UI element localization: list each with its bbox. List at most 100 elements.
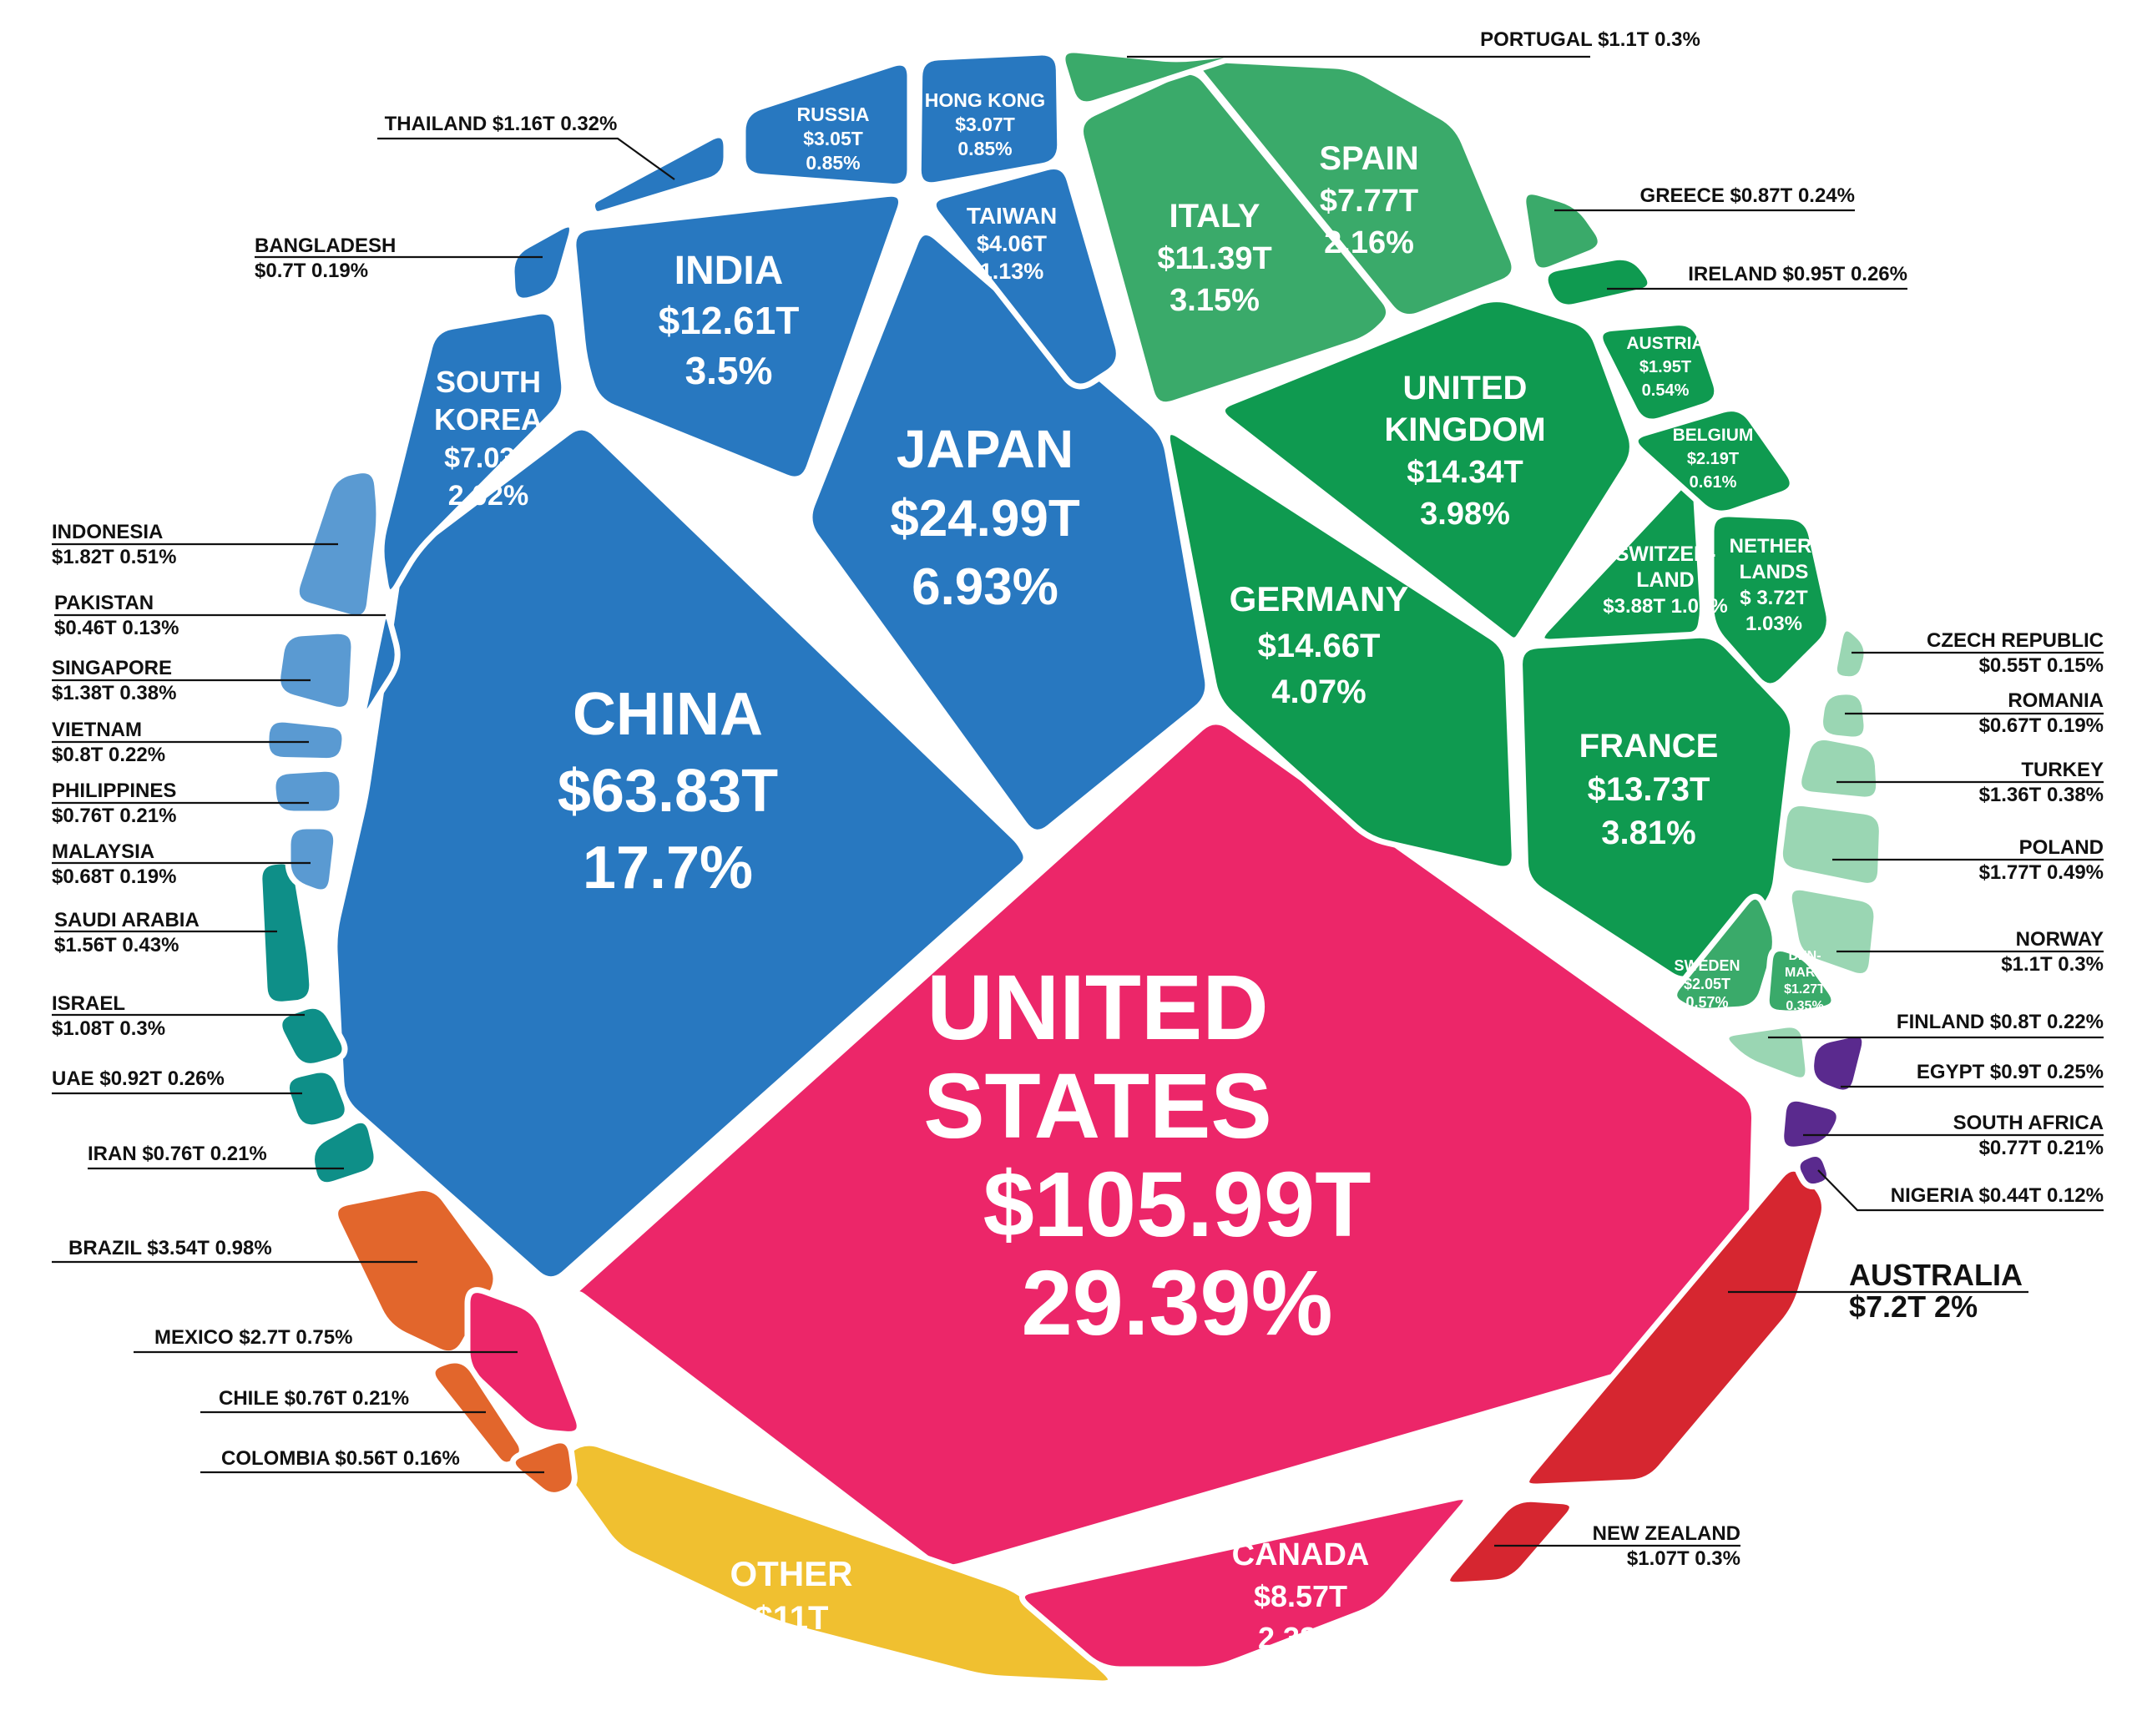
label-name-sweden: SWEDEN: [1674, 957, 1740, 974]
label-value-russia: $3.05T: [803, 128, 863, 149]
callout-south-africa: SOUTH AFRICA $0.77T 0.21%: [1953, 1112, 2104, 1159]
label-share-taiwan: 1.13%: [980, 259, 1044, 284]
callout-value-malaysia: $0.68T 0.19%: [52, 865, 176, 888]
callout-brazil: BRAZIL $3.54T 0.98%: [68, 1237, 272, 1259]
callout-uae: UAE $0.92T 0.26%: [52, 1067, 225, 1090]
callout-bangladesh: BANGLADESH $0.7T 0.19%: [255, 235, 396, 282]
cell-sweden: [1671, 893, 1778, 1014]
label-value-china: $63.83T: [558, 758, 778, 825]
labels-layer: UNITEDSTATES$105.99T29.39%CHINA$63.83T17…: [52, 28, 2104, 1680]
cell-turkey: [1796, 734, 1882, 803]
callout-name-norway: NORWAY: [2016, 928, 2104, 951]
callout-text-finland: FINLAND $0.8T 0.22%: [1897, 1011, 2104, 1033]
label-russia: RUSSIA $3.05T 0.85%: [797, 103, 870, 174]
label-share-netherlands: 1.03%: [1745, 613, 1802, 635]
label-share-belgium: 0.61%: [1690, 473, 1737, 492]
callout-indonesia: INDONESIA $1.82T 0.51%: [52, 521, 176, 568]
label-china: CHINA $63.83T 17.7%: [558, 681, 778, 901]
label-share-other: 3.04%: [744, 1643, 838, 1680]
callout-name-vietnam: VIETNAM: [52, 719, 142, 741]
cell-portugal: [1059, 47, 1246, 108]
label-japan: JAPAN $24.99T 6.93%: [890, 419, 1080, 616]
callout-text-chile: CHILE $0.76T 0.21%: [219, 1387, 409, 1410]
label-share-united-kingdom: 3.98%: [1420, 497, 1510, 532]
callout-thailand: THAILAND $1.16T 0.32%: [385, 113, 618, 135]
cell-south-africa: [1778, 1095, 1842, 1153]
label-name-taiwan: TAIWAN: [967, 203, 1057, 229]
callout-vietnam: VIETNAM $0.8T 0.22%: [52, 719, 165, 766]
callout-name-saudi-arabia: SAUDI ARABIA: [54, 909, 200, 931]
label-sweden: SWEDEN $2.05T 0.57%: [1674, 957, 1740, 1011]
callout-nigeria: NIGERIA $0.44T 0.12%: [1891, 1184, 2104, 1207]
callout-name-pakistan: PAKISTAN: [54, 592, 154, 614]
label-name-united-kingdom: UNITED: [1403, 370, 1528, 406]
callout-egypt: EGYPT $0.9T 0.25%: [1917, 1061, 2104, 1083]
label-hong-kong: HONG KONG $3.07T 0.85%: [925, 89, 1045, 159]
cell-canada: [1019, 1494, 1469, 1673]
cell-greece: [1520, 189, 1604, 274]
cell-russia: [740, 59, 913, 189]
callout-value-indonesia: $1.82T 0.51%: [52, 546, 176, 568]
label-name-netherlands: LANDS: [1740, 561, 1809, 583]
cell-switzerland: [1538, 476, 1705, 645]
callout-name-turkey: TURKEY: [2021, 759, 2104, 781]
callout-norway: NORWAY$1.1T 0.3%: [2001, 928, 2104, 976]
callout-value-philippines: $0.76T 0.21%: [52, 805, 176, 827]
label-value-other: $11T: [755, 1600, 829, 1637]
label-germany: GERMANY $14.66T 4.07%: [1230, 579, 1409, 710]
label-name-switzerland: SWITZER-: [1615, 542, 1716, 566]
callout-saudi-arabia: SAUDI ARABIA $1.56T 0.43%: [54, 909, 200, 956]
callout-value-israel: $1.08T 0.3%: [52, 1017, 165, 1040]
cell-japan: [806, 230, 1211, 835]
callout-name-israel: ISRAEL: [52, 992, 125, 1015]
label-name-other: OTHER: [730, 1554, 853, 1593]
callout-colombia: COLOMBIA $0.56T 0.16%: [221, 1447, 460, 1470]
callout-value-czech-republic: $0.55T 0.15%: [1979, 654, 2104, 677]
cell-finland: [1723, 1022, 1811, 1083]
label-name-hong-kong: HONG KONG: [925, 89, 1045, 111]
callout-pakistan: PAKISTAN $0.46T 0.13%: [54, 592, 179, 639]
callout-text-portugal: PORTUGAL $1.1T 0.3%: [1480, 28, 1700, 51]
callout-name-south-africa: SOUTH AFRICA: [1953, 1112, 2104, 1134]
cell-saudi-arabia: [256, 858, 316, 1007]
cell-taiwan: [930, 164, 1122, 390]
label-name-netherlands: NETHER-: [1730, 535, 1819, 558]
label-france: FRANCE $13.73T 3.81%: [1579, 728, 1719, 851]
callout-greece: GREECE $0.87T 0.24%: [1640, 184, 1855, 207]
callout-text-greece: GREECE $0.87T 0.24%: [1640, 184, 1855, 207]
label-share-sweden: 0.57%: [1685, 994, 1728, 1011]
callout-text-iran: IRAN $0.76T 0.21%: [88, 1143, 267, 1165]
label-value-south-korea: $7.03T: [444, 442, 533, 474]
label-united-kingdom: UNITED KINGDOM $14.34T 3.98%: [1384, 370, 1545, 532]
callout-romania: ROMANIA$0.67T 0.19%: [1979, 689, 2104, 737]
callout-name-poland: POLAND: [2019, 836, 2104, 859]
callout-text-colombia: COLOMBIA $0.56T 0.16%: [221, 1447, 460, 1470]
cell-thailand: [589, 132, 730, 217]
cell-colombia: [509, 1437, 578, 1498]
cell-vietnam: [263, 716, 348, 765]
label-value-united-states: $105.99T: [983, 1153, 1372, 1256]
cell-pakistan: [360, 611, 401, 719]
label-name-austria: AUSTRIA: [1626, 334, 1704, 353]
label-canada: CANADA $8.57T 2.38%: [1232, 1537, 1370, 1655]
callout-finland: FINLAND $0.8T 0.22%: [1897, 1011, 2104, 1033]
callout-czech-republic: CZECH REPUBLIC$0.55T 0.15%: [1927, 629, 2104, 677]
label-name-denmark: DEN-: [1788, 949, 1821, 963]
callout-value-australia: $7.2T 2%: [1849, 1289, 1978, 1324]
label-value-india: $12.61T: [659, 299, 800, 342]
cell-austria: [1597, 320, 1720, 425]
callout-portugal: PORTUGAL $1.1T 0.3%: [1480, 28, 1700, 51]
label-value-germany: $14.66T: [1258, 628, 1381, 664]
label-share-china: 17.7%: [583, 835, 753, 901]
cell-singapore: [275, 628, 357, 713]
label-name-spain: SPAIN: [1319, 140, 1418, 177]
cell-china: [331, 424, 1029, 1283]
callout-value-south-africa: $0.77T 0.21%: [1979, 1137, 2104, 1159]
label-share-russia: 0.85%: [806, 152, 860, 174]
cell-new-zealand: [1444, 1496, 1575, 1588]
callout-value-turkey: $1.36T 0.38%: [1979, 784, 2104, 806]
callout-text-nigeria: NIGERIA $0.44T 0.12%: [1891, 1184, 2104, 1207]
callout-malaysia: MALAYSIA$0.68T 0.19%: [52, 840, 176, 888]
label-denmark: DEN- MARK $1.27T 0.35%: [1784, 949, 1826, 1013]
cell-romania: [1817, 689, 1870, 743]
